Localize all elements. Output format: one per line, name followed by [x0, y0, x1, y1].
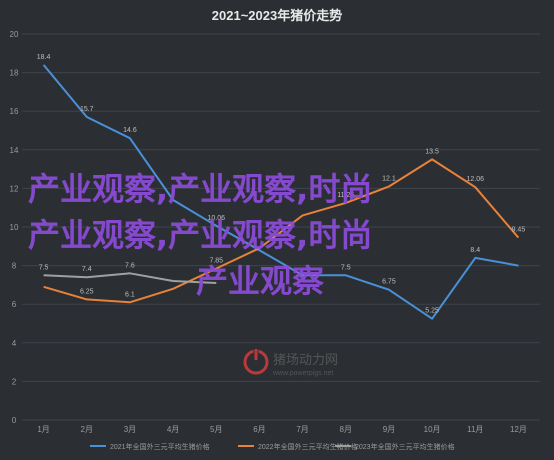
- data-label: 6.1: [125, 291, 135, 298]
- y-tick-label: 18: [10, 69, 19, 78]
- x-tick-label: 12月: [510, 425, 527, 434]
- x-tick-label: 8月: [340, 425, 352, 434]
- series-line-2: [43, 158, 520, 304]
- y-tick-label: 2: [12, 377, 17, 386]
- y-tick-label: 6: [12, 300, 17, 309]
- data-label: 8.4: [470, 247, 480, 254]
- watermark-line-2: 产业观察,产业观察,时尚: [28, 216, 372, 254]
- watermark: 产业观察,产业观察,时尚 产业观察,产业观察,时尚 产业观察: [28, 170, 372, 300]
- x-tick-label: 1月: [37, 425, 49, 434]
- y-tick-label: 10: [10, 223, 19, 232]
- x-tick-label: 7月: [296, 425, 308, 434]
- x-tick-label: 6月: [253, 425, 265, 434]
- logo-url: www.powerpigs.net: [272, 370, 333, 377]
- legend-label: 2023年全国外三元平均生猪价格: [355, 442, 455, 451]
- series-line-3: [43, 272, 217, 284]
- data-label: 18.4: [37, 54, 51, 61]
- data-label: 15.7: [80, 106, 94, 113]
- x-tick-label: 11月: [467, 425, 483, 434]
- data-label: 13.5: [425, 148, 439, 155]
- x-tick-label: 9月: [383, 425, 395, 434]
- y-tick-label: 20: [10, 30, 19, 39]
- data-label: 14.6: [123, 127, 137, 134]
- x-axis-ticks: 1月 2月 3月 4月 5月 6月 7月 8月 9月 10月 11月 12月: [37, 425, 527, 434]
- y-axis-ticks: 0 2 4 6 8 10 12 14 16 18 20: [10, 30, 19, 425]
- x-tick-label: 4月: [167, 425, 179, 434]
- x-tick-label: 10月: [424, 425, 441, 434]
- data-label: 5.25: [425, 308, 439, 315]
- data-label: 7.5: [39, 264, 49, 271]
- data-label: 6.25: [80, 288, 94, 295]
- legend-label: 2022年全国外三元平均生猪价格: [258, 442, 358, 451]
- legend-label: 2021年全国外三元平均生猪价格: [110, 442, 210, 451]
- x-tick-label: 2月: [81, 425, 93, 434]
- data-labels: 18.4 15.7 14.6 10.06 7.5 6.75 5.25 8.4 6.25 6.1 7.…: [37, 54, 526, 315]
- y-tick-label: 16: [10, 107, 19, 116]
- y-tick-label: 8: [12, 262, 17, 271]
- data-label: 7.85: [209, 257, 223, 264]
- data-label: 12.1: [382, 175, 396, 182]
- watermark-line-1: 产业观察,产业观察,时尚: [28, 170, 372, 208]
- site-logo: 猪场动力网 www.powerpigs.net: [243, 349, 338, 377]
- y-tick-label: 14: [10, 146, 19, 155]
- data-label: 12.06: [466, 176, 484, 183]
- data-label: 7.4: [82, 266, 92, 273]
- logo-name: 猪场动力网: [273, 353, 338, 368]
- watermark-line-3: 产业观察: [196, 262, 324, 300]
- data-label: 9.45: [512, 227, 526, 234]
- chart-title: 2021~2023年猪价走势: [212, 8, 342, 23]
- data-label: 7.5: [341, 264, 351, 271]
- x-tick-label: 3月: [124, 425, 136, 434]
- grid: [22, 33, 540, 421]
- data-label: 10.06: [207, 215, 225, 222]
- y-tick-label: 4: [12, 339, 17, 348]
- y-tick-label: 12: [10, 184, 19, 193]
- legend: 2021年全国外三元平均生猪价格 2022年全国外三元平均生猪价格2023年全国外…: [90, 442, 455, 451]
- data-label: 7.6: [125, 262, 135, 269]
- x-tick-label: 5月: [210, 425, 222, 434]
- series-group: [42, 64, 520, 320]
- series-line-1: [42, 64, 519, 320]
- data-label: 11.25: [337, 192, 354, 199]
- y-tick-label: 0: [12, 416, 17, 425]
- data-label: 6.75: [382, 279, 396, 286]
